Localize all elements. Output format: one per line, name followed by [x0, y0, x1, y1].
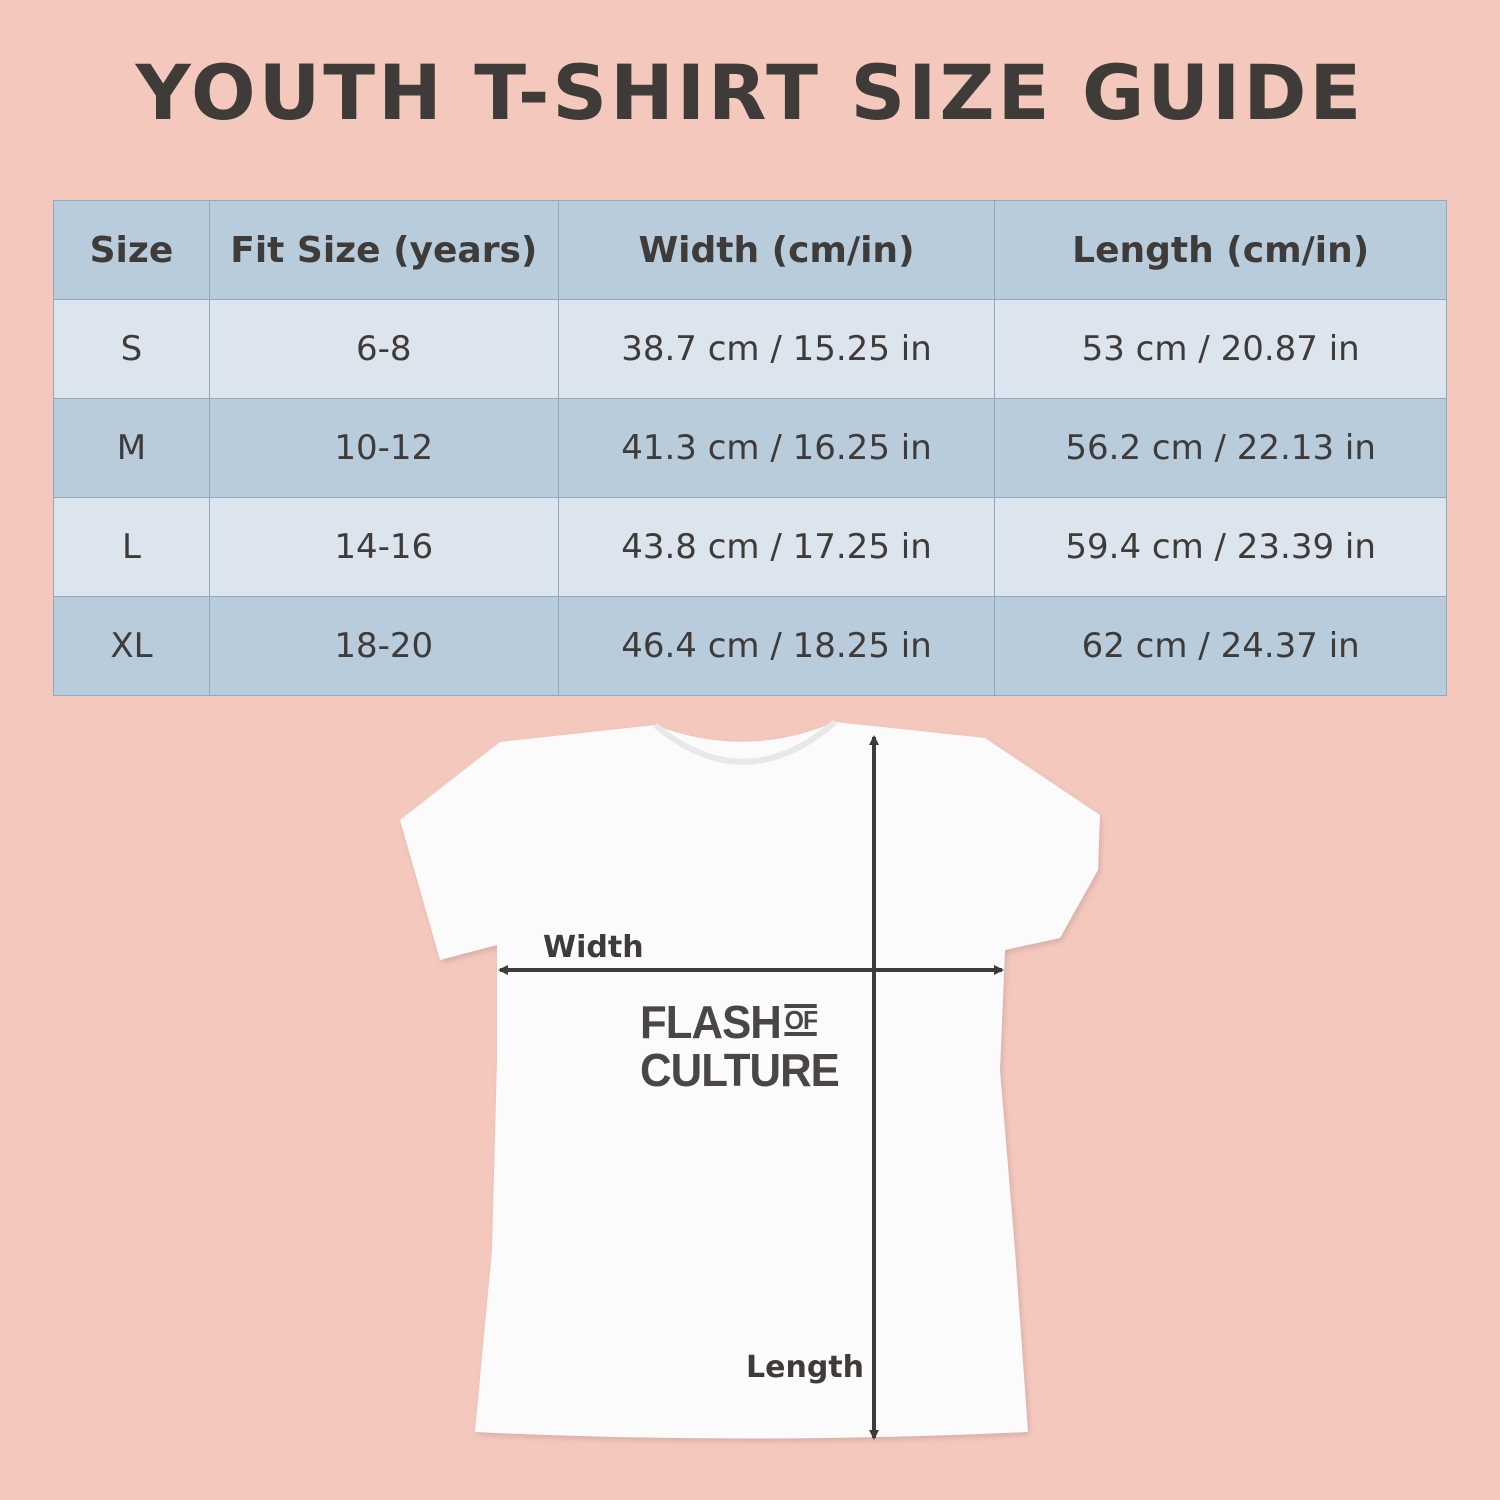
cell-width: 46.4 cm / 18.25 in [557, 596, 996, 696]
cell-fit: 18-20 [208, 596, 559, 696]
brand-logo: FLASH OF CULTURE [640, 996, 840, 1096]
cell-length: 53 cm / 20.87 in [994, 299, 1447, 399]
cell-size: S [53, 299, 210, 399]
logo-line2: CULTURE [640, 1044, 840, 1096]
cell-width: 41.3 cm / 16.25 in [557, 398, 996, 498]
cell-length: 59.4 cm / 23.39 in [994, 497, 1447, 597]
table-header: Size Fit Size (years) Width (cm/in) Leng… [53, 200, 1447, 300]
table-row: S 6-8 38.7 cm / 15.25 in 53 cm / 20.87 i… [53, 299, 1447, 399]
header-fit-size: Fit Size (years) [208, 200, 559, 300]
header-width: Width (cm/in) [557, 200, 996, 300]
cell-fit: 10-12 [208, 398, 559, 498]
length-label: Length [746, 1350, 864, 1385]
logo-of: OF [784, 1004, 818, 1036]
cell-width: 38.7 cm / 15.25 in [557, 299, 996, 399]
tshirt-shape [400, 722, 1100, 1439]
width-label: Width [543, 930, 644, 965]
header-size: Size [53, 200, 210, 300]
cell-size: XL [53, 596, 210, 696]
page-title: YOUTH T-SHIRT SIZE GUIDE [135, 48, 1365, 137]
cell-size: L [53, 497, 210, 597]
cell-size: M [53, 398, 210, 498]
table-row: L 14-16 43.8 cm / 17.25 in 59.4 cm / 23.… [53, 497, 1447, 597]
table-row: XL 18-20 46.4 cm / 18.25 in 62 cm / 24.3… [53, 596, 1447, 696]
tshirt-collar [653, 719, 837, 765]
logo-line1: FLASH [640, 996, 782, 1048]
cell-fit: 6-8 [208, 299, 559, 399]
size-table: Size Fit Size (years) Width (cm/in) Leng… [53, 200, 1447, 696]
cell-length: 62 cm / 24.37 in [994, 596, 1447, 696]
